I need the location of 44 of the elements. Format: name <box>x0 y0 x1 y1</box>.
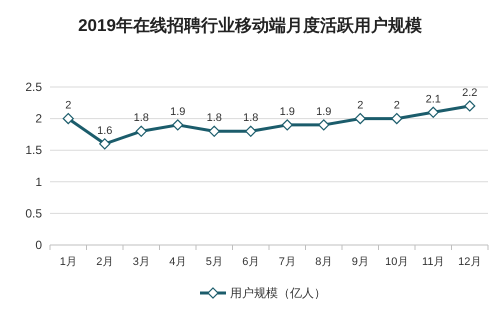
x-tick-label: 4月 <box>169 256 186 268</box>
data-label: 1.9 <box>280 106 295 118</box>
data-label: 2 <box>357 100 364 112</box>
point <box>99 138 110 150</box>
x-tick-label: 8月 <box>315 256 332 268</box>
data-label: 1.6 <box>97 124 112 137</box>
data-label: 1.8 <box>206 112 222 124</box>
y-tick-label: 0.5 <box>25 206 42 220</box>
point <box>136 126 147 137</box>
point <box>354 113 366 124</box>
data-label: 2 <box>65 100 72 112</box>
legend-label: 用户规模（亿人） <box>230 286 326 300</box>
chart-title: 2019年在线招聘行业移动端月度活跃用户规模 <box>77 15 423 37</box>
data-label: 2 <box>394 100 400 112</box>
point <box>282 119 293 131</box>
y-tick-label: 1.5 <box>25 143 42 158</box>
point <box>464 100 476 112</box>
data-label: 1.9 <box>316 106 332 118</box>
data-label: 1.8 <box>134 112 149 124</box>
x-tick-label: 7月 <box>278 256 296 268</box>
x-tick-label: 10月 <box>385 256 408 268</box>
x-tick-label: 11月 <box>422 256 444 268</box>
x-tick-label: 9月 <box>352 256 369 268</box>
y-tick-label: 1 <box>35 174 42 189</box>
data-label: 1.8 <box>243 112 258 124</box>
x-tick-label: 3月 <box>132 256 150 268</box>
point <box>391 113 402 124</box>
x-tick-label: 1月 <box>60 256 77 268</box>
x-tick-label: 12月 <box>458 256 482 268</box>
point <box>318 119 330 131</box>
point <box>428 106 439 118</box>
x-tick-label: 5月 <box>206 256 223 268</box>
point <box>245 126 256 137</box>
y-tick-label: 2 <box>35 112 42 126</box>
x-tick-label: 6月 <box>242 256 260 268</box>
point <box>62 113 74 124</box>
x-tick-label: 2月 <box>96 256 114 268</box>
y-tick-label: 2.5 <box>25 80 42 94</box>
data-label: 2.2 <box>462 86 478 99</box>
point <box>208 126 220 137</box>
data-label: 2.1 <box>426 93 441 106</box>
data-label: 1.9 <box>170 106 186 118</box>
y-tick-label: 0 <box>35 238 42 252</box>
point <box>172 119 184 131</box>
